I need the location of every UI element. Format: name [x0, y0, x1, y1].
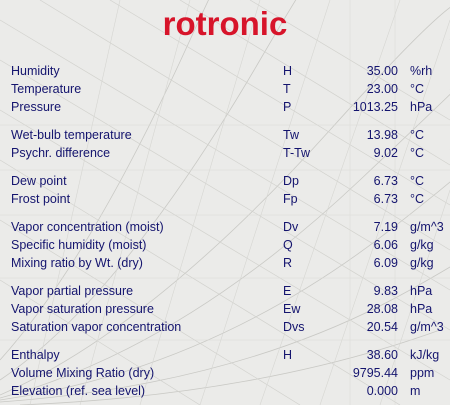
row-label: Vapor saturation pressure: [11, 302, 154, 316]
row-specific-humidity: Specific humidity (moist) Q 6.06 g/kg: [0, 236, 450, 254]
row-symbol: T: [283, 82, 291, 96]
row-symbol: T-Tw: [283, 146, 311, 160]
row-symbol: Dp: [283, 174, 299, 188]
row-label: Enthalpy: [11, 348, 60, 362]
row-label: Humidity: [11, 64, 60, 78]
row-symbol: Dvs: [283, 320, 305, 334]
row-symbol: H: [283, 348, 293, 362]
row-label: Volume Mixing Ratio (dry): [11, 366, 155, 380]
row-value: 6.09: [373, 256, 398, 270]
row-unit: g/m^3: [410, 320, 444, 334]
row-vapor-saturation-pressure: Vapor saturation pressure Ew 28.08 hPa: [0, 300, 450, 318]
row-dew-point: Dew point Dp 6.73 °C: [0, 172, 450, 190]
row-label: Pressure: [11, 100, 62, 114]
row-label: Frost point: [11, 192, 71, 206]
row-value: 0.000: [366, 384, 398, 398]
row-label: Specific humidity (moist): [11, 238, 147, 252]
row-unit: g/m^3: [410, 220, 444, 234]
row-unit: hPa: [410, 302, 433, 316]
row-vapor-concentration: Vapor concentration (moist) Dv 7.19 g/m^…: [0, 218, 450, 236]
row-label: Vapor concentration (moist): [11, 220, 164, 234]
row-value: 1013.25: [352, 100, 398, 114]
row-symbol: Q: [283, 238, 293, 252]
row-unit: g/kg: [410, 256, 434, 270]
row-value: 6.06: [373, 238, 398, 252]
row-frost-point: Frost point Fp 6.73 °C: [0, 190, 450, 208]
row-value: 7.19: [373, 220, 398, 234]
row-humidity: Humidity H 35.00 %rh: [0, 62, 450, 80]
row-value: 13.98: [366, 128, 398, 142]
row-symbol: P: [283, 100, 292, 114]
row-value: 35.00: [366, 64, 398, 78]
row-saturation-vapor-concentration: Saturation vapor concentration Dvs 20.54…: [0, 318, 450, 336]
row-symbol: H: [283, 64, 293, 78]
row-symbol: Fp: [283, 192, 298, 206]
row-label: Temperature: [11, 82, 82, 96]
row-vapor-partial-pressure: Vapor partial pressure E 9.83 hPa: [0, 282, 450, 300]
row-unit: °C: [410, 128, 425, 142]
row-symbol: Dv: [283, 220, 299, 234]
row-psychr-difference: Psychr. difference T-Tw 9.02 °C: [0, 144, 450, 162]
row-label: Psychr. difference: [11, 146, 111, 160]
row-unit: °C: [410, 146, 425, 160]
row-unit: g/kg: [410, 238, 434, 252]
row-unit: °C: [410, 192, 425, 206]
row-label: Vapor partial pressure: [11, 284, 134, 298]
row-value: 6.73: [373, 192, 398, 206]
row-enthalpy: Enthalpy H 38.60 kJ/kg: [0, 346, 450, 364]
row-label: Wet-bulb temperature: [11, 128, 132, 142]
row-value: 6.73: [373, 174, 398, 188]
row-elevation: Elevation (ref. sea level) 0.000 m: [0, 382, 450, 400]
row-value: 38.60: [366, 348, 398, 362]
row-unit: °C: [410, 174, 425, 188]
row-label: Mixing ratio by Wt. (dry): [11, 256, 143, 270]
row-wet-bulb-temperature: Wet-bulb temperature Tw 13.98 °C: [0, 126, 450, 144]
row-unit: hPa: [410, 284, 433, 298]
row-unit: °C: [410, 82, 425, 96]
row-unit: hPa: [410, 100, 433, 114]
row-pressure: Pressure P 1013.25 hPa: [0, 98, 450, 116]
row-label: Saturation vapor concentration: [11, 320, 182, 334]
row-value: 20.54: [366, 320, 398, 334]
row-unit: kJ/kg: [410, 348, 440, 362]
row-value: 9.83: [373, 284, 398, 298]
row-value: 28.08: [366, 302, 398, 316]
row-value: 23.00: [366, 82, 398, 96]
row-value: 9795.44: [352, 366, 398, 380]
row-unit: m: [410, 384, 421, 398]
row-temperature: Temperature T 23.00 °C: [0, 80, 450, 98]
row-mixing-ratio: Mixing ratio by Wt. (dry) R 6.09 g/kg: [0, 254, 450, 272]
row-symbol: R: [283, 256, 293, 270]
rotronic-logo: rotronic: [162, 5, 288, 42]
row-value: 9.02: [373, 146, 398, 160]
row-label: Dew point: [11, 174, 67, 188]
row-symbol: Tw: [283, 128, 299, 142]
row-label: Elevation (ref. sea level): [11, 384, 146, 398]
row-symbol: Ew: [283, 302, 301, 316]
row-unit: ppm: [410, 366, 435, 380]
row-symbol: E: [283, 284, 292, 298]
row-volume-mixing-ratio: Volume Mixing Ratio (dry) 9795.44 ppm: [0, 364, 450, 382]
row-unit: %rh: [410, 64, 433, 78]
